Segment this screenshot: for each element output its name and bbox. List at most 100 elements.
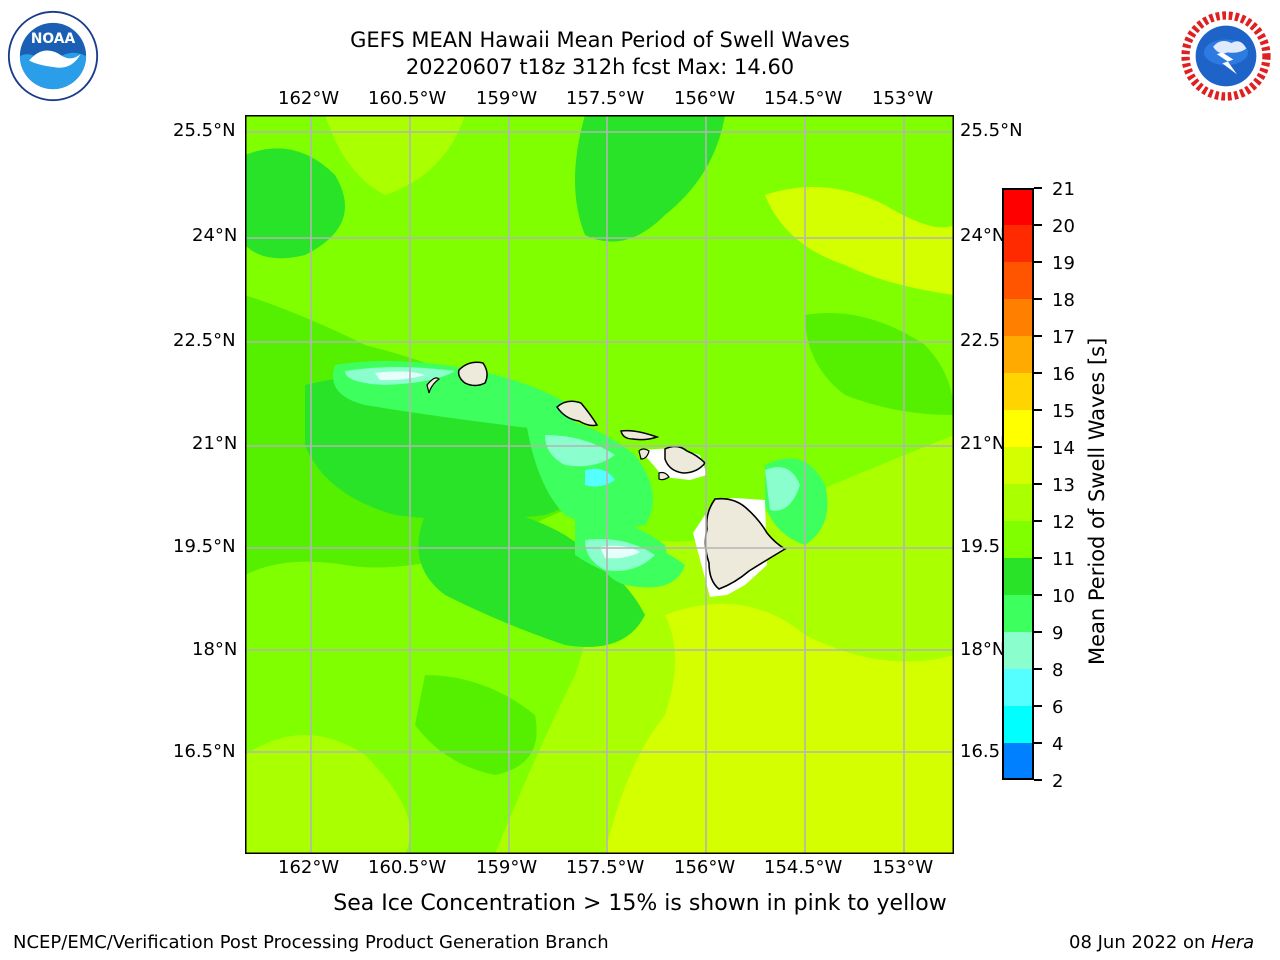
colorbar-tick-label: 4 (1052, 734, 1064, 755)
lon-label-top: 160.5°W (368, 88, 447, 109)
kahoolawe-island (658, 471, 670, 481)
graticule (245, 115, 954, 854)
period-13s-region (245, 735, 410, 854)
colorbar-tick-label: 18 (1052, 290, 1075, 311)
period-low-region (375, 371, 425, 381)
niihau-island (426, 377, 440, 394)
period-9s-region (545, 435, 615, 467)
period-9s-region (765, 467, 800, 511)
colorbar-tick-label: 12 (1052, 512, 1075, 533)
lat-label-left: 18°N (192, 639, 238, 660)
period-14s-region (765, 187, 954, 295)
footer-date: 08 Jun 2022 on Hera (1069, 932, 1254, 954)
lat-label-left: 24°N (192, 225, 238, 246)
lon-label-top: 153°W (872, 88, 934, 109)
colorbar-tick-mark (1034, 372, 1042, 374)
colorbar-tick-mark (1034, 298, 1042, 300)
colorbar-tick-mark (1034, 742, 1042, 744)
colorbar-label: Mean Period of Swell Waves [s] (1085, 337, 1109, 665)
lon-label-bottom: 153°W (872, 857, 934, 878)
lon-label-bottom: 162°W (278, 857, 340, 878)
lon-label-bottom: 157.5°W (566, 857, 645, 878)
lon-label-top: 159°W (476, 88, 538, 109)
noaa-logo-icon: NOAA (7, 10, 99, 102)
colorbar-tick-label: 6 (1052, 697, 1064, 718)
colorbar-swatch (1002, 669, 1034, 707)
colorbar-swatch (1002, 262, 1034, 300)
colorbar-frame (1002, 188, 1034, 780)
period-low-region (600, 545, 640, 559)
lat-label-left: 22.5°N (173, 330, 236, 351)
colorbar-tick-label: 13 (1052, 475, 1075, 496)
lanai-island (638, 448, 650, 460)
period-11s-region (245, 148, 345, 259)
colorbar-swatch (1002, 484, 1034, 522)
map-frame (245, 115, 954, 854)
colorbar-tick-mark (1034, 631, 1042, 633)
colorbar-tick-mark (1034, 483, 1042, 485)
lon-label-top: 162°W (278, 88, 340, 109)
lat-label-right: 22.5 (960, 330, 1001, 351)
colorbar-tick-label: 11 (1052, 549, 1075, 570)
colorbar-tick-label: 14 (1052, 438, 1075, 459)
colorbar-tick-mark (1034, 261, 1042, 263)
period-11s-region (575, 115, 725, 242)
colorbar-swatch (1002, 558, 1034, 596)
footer-date-text: 08 Jun 2022 on (1069, 932, 1212, 953)
lon-label-top: 154.5°W (764, 88, 843, 109)
lat-label-left: 19.5°N (173, 536, 236, 557)
chart-title: GEFS MEAN Hawaii Mean Period of Swell Wa… (350, 28, 850, 52)
lon-label-top: 157.5°W (566, 88, 645, 109)
period-12s-region (415, 675, 537, 775)
period-13s-region (325, 115, 465, 195)
molokai-island (620, 429, 660, 441)
colorbar-tick-mark (1034, 224, 1042, 226)
colorbar-swatch (1002, 299, 1034, 337)
colorbar-tick-label: 9 (1052, 623, 1064, 644)
colorbar-swatch (1002, 595, 1034, 633)
swell-period-map (245, 115, 954, 854)
lon-label-bottom: 160.5°W (368, 857, 447, 878)
period-12s-region (805, 313, 954, 415)
lat-label-right: 16.5 (960, 741, 1001, 762)
colorbar-tick-mark (1034, 557, 1042, 559)
colorbar-tick-label: 20 (1052, 216, 1075, 237)
oahu-island (556, 400, 599, 427)
colorbar-tick-mark (1034, 520, 1042, 522)
colorbar-swatch (1002, 336, 1034, 374)
colorbar (1002, 188, 1034, 781)
colorbar-tick-mark (1034, 187, 1042, 189)
period-14s-region (605, 603, 954, 854)
sea-ice-caption: Sea Ice Concentration > 15% is shown in … (333, 891, 947, 916)
colorbar-swatch (1002, 706, 1034, 744)
lat-label-right: 24°N (960, 225, 1006, 246)
lat-label-left: 25.5°N (173, 120, 236, 141)
maui-island (664, 445, 707, 474)
colorbar-tick-label: 17 (1052, 327, 1075, 348)
footer-branch: NCEP/EMC/Verification Post Processing Pr… (13, 932, 609, 953)
noaa-logo-text: NOAA (31, 31, 76, 47)
lat-label-left: 21°N (192, 433, 238, 454)
colorbar-tick-label: 2 (1052, 771, 1064, 792)
colorbar-swatch (1002, 188, 1034, 226)
colorbar-swatch (1002, 410, 1034, 448)
lon-label-bottom: 154.5°W (764, 857, 843, 878)
kauai-island (457, 361, 488, 387)
period-11s-region (418, 508, 645, 647)
colorbar-swatch (1002, 521, 1034, 559)
colorbar-tick-label: 19 (1052, 253, 1075, 274)
lat-label-right: 21°N (960, 433, 1006, 454)
lon-label-bottom: 156°W (674, 857, 736, 878)
colorbar-tick-mark (1034, 668, 1042, 670)
colorbar-tick-label: 15 (1052, 401, 1075, 422)
lat-label-right: 18°N (960, 639, 1006, 660)
lon-label-top: 156°W (674, 88, 736, 109)
colorbar-tick-label: 8 (1052, 660, 1064, 681)
colorbar-tick-mark (1034, 779, 1042, 781)
colorbar-tick-mark (1034, 409, 1042, 411)
chart-subtitle: 20220607 t18z 312h fcst Max: 14.60 (405, 55, 795, 79)
colorbar-tick-label: 16 (1052, 364, 1075, 385)
colorbar-swatches (1002, 188, 1034, 781)
colorbar-tick-mark (1034, 446, 1042, 448)
colorbar-swatch (1002, 743, 1034, 781)
